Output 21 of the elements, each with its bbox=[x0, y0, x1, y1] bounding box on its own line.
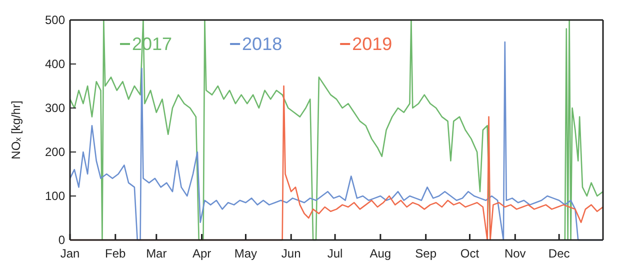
legend-label: 2019 bbox=[352, 34, 392, 54]
x-tick-label: Jun bbox=[281, 246, 301, 261]
x-tick-label: Nov bbox=[504, 246, 526, 261]
x-tick-label: Dec bbox=[548, 246, 570, 261]
x-tick-label: Sep bbox=[415, 246, 437, 261]
y-tick-label: 500 bbox=[44, 12, 66, 27]
x-tick-label: Jan bbox=[60, 246, 80, 261]
y-tick-label: 400 bbox=[44, 56, 66, 71]
x-tick-label: Apr bbox=[192, 246, 212, 261]
y-tick-label: 100 bbox=[44, 188, 66, 203]
y-tick-label: 300 bbox=[44, 100, 66, 115]
x-tick-label: May bbox=[234, 246, 258, 261]
x-tick-label: Aug bbox=[370, 246, 392, 261]
x-tick-label: Jul bbox=[327, 246, 343, 261]
legend-label: 2018 bbox=[242, 34, 282, 54]
x-tick-label: Oct bbox=[460, 246, 480, 261]
x-tick-label: Mar bbox=[146, 246, 167, 261]
y-axis-title: NOₓ [kg/hr] bbox=[9, 100, 23, 160]
y-tick-label: 0 bbox=[58, 232, 66, 247]
y-tick-label: 200 bbox=[44, 144, 66, 159]
x-tick-label: Feb bbox=[105, 246, 126, 261]
